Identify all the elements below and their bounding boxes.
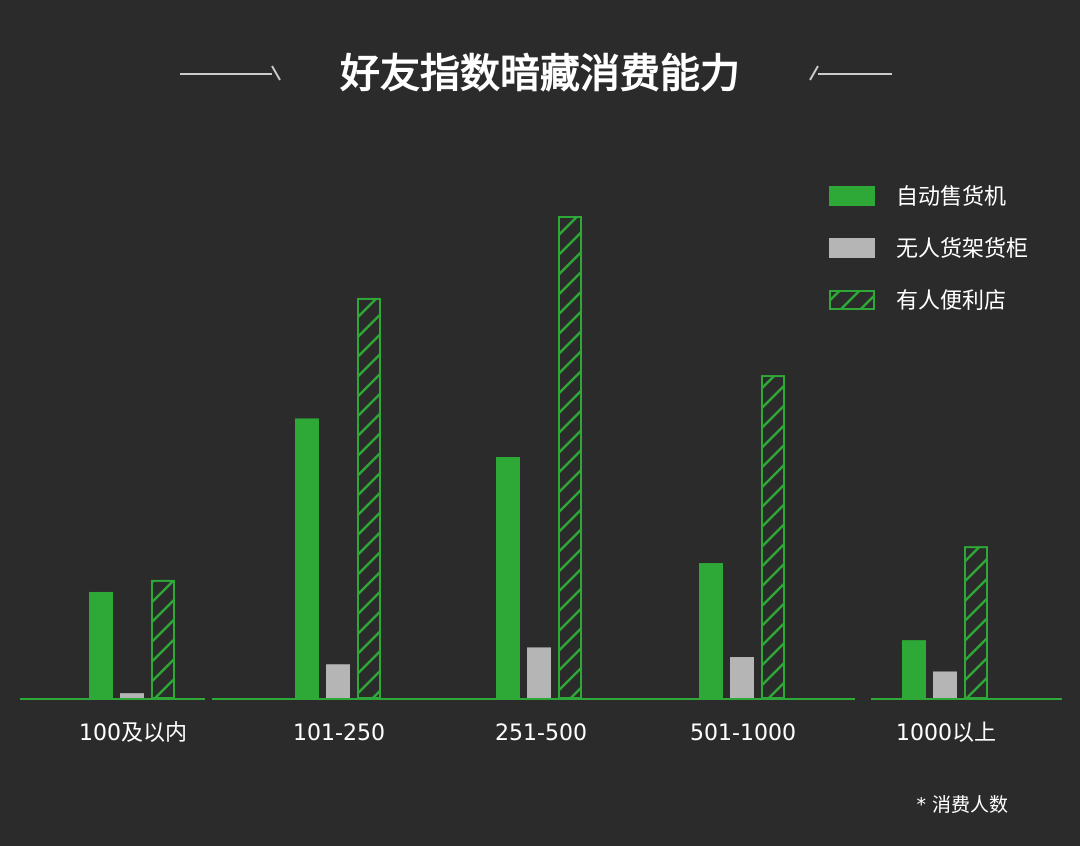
chart-title: 好友指数暗藏消费能力 (339, 51, 740, 97)
bar-shelf (527, 647, 551, 698)
legend-label-vending: 自动售货机 (896, 185, 1006, 210)
bar-vending (496, 457, 520, 698)
x-tick-label: 100及以内 (79, 721, 187, 746)
bar-shelf (730, 657, 754, 698)
title-left-tick (271, 65, 281, 81)
legend-swatch-store (829, 290, 875, 310)
x-tick-label: 501-1000 (690, 721, 796, 746)
title-group: 好友指数暗藏消费能力 (180, 51, 892, 97)
bar-store (151, 579, 175, 699)
x-tick-label: 1000以上 (896, 721, 996, 746)
legend-swatch-shelf (829, 238, 875, 258)
bar-vending (699, 563, 723, 698)
x-tick-label: 101-250 (293, 721, 385, 746)
bar-shelf (326, 664, 350, 698)
bar-shelf (120, 693, 144, 698)
x-tick-labels: 100及以内 101-250 251-500 501-1000 1000以上 (79, 721, 996, 746)
legend-swatch-vending (829, 186, 875, 206)
bars (89, 216, 988, 699)
bar-vending (295, 418, 319, 698)
legend: 自动售货机 无人货架货柜 有人便利店 (829, 185, 1028, 314)
legend-label-store: 有人便利店 (896, 289, 1006, 314)
bar-shelf (933, 671, 957, 698)
legend-label-shelf: 无人货架货柜 (896, 237, 1028, 262)
bar-store (761, 375, 785, 699)
bar-store (964, 546, 988, 699)
bar-vending (89, 591, 113, 698)
footnote: * 消费人数 (916, 794, 1008, 816)
title-right-tick (809, 65, 819, 81)
x-tick-label: 251-500 (495, 721, 587, 746)
bar-store (558, 216, 582, 699)
bar-store (357, 297, 381, 699)
bar-vending (902, 640, 926, 698)
